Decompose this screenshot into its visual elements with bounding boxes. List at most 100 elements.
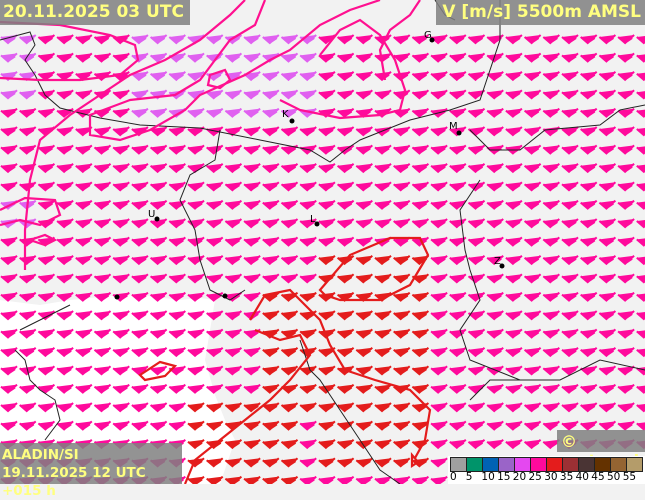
wind-barb (19, 420, 37, 431)
wind-barb (131, 199, 149, 210)
wind-barb (393, 475, 411, 484)
wind-barb (187, 420, 205, 431)
wind-barb (149, 144, 168, 155)
wind-barb (112, 199, 130, 210)
wind-barb (131, 236, 149, 247)
wind-barb (411, 420, 430, 431)
wind-barb (206, 273, 224, 284)
wind-barb (636, 238, 645, 247)
legend-swatch (530, 457, 547, 472)
wind-barb (374, 347, 392, 358)
wind-barb (580, 181, 598, 192)
legend-swatch (482, 457, 499, 472)
wind-barb (243, 218, 261, 229)
wind-barb (187, 107, 205, 118)
wind-barb (243, 383, 261, 394)
wind-barb (336, 52, 355, 63)
wind-barb (243, 273, 261, 284)
wind-barb (131, 34, 149, 45)
wind-barb (580, 291, 598, 302)
wind-barb (636, 91, 645, 100)
wind-barb (393, 402, 411, 413)
wind-barb (411, 218, 430, 229)
wind-barb (262, 34, 280, 45)
wind-barb (149, 273, 168, 284)
wind-barb (411, 365, 430, 376)
wind-barb (0, 89, 18, 100)
wind-barb (561, 52, 579, 63)
wind-barb (318, 255, 336, 266)
wind-barb (542, 255, 560, 266)
wind-barb (393, 310, 411, 321)
wind-barb (467, 181, 486, 192)
wind-barb (243, 365, 261, 376)
wind-barb (280, 273, 299, 284)
wind-barb (0, 347, 18, 358)
wind-barb (636, 422, 645, 431)
wind-barb (206, 365, 224, 376)
wind-barb (449, 328, 467, 339)
wind-barb (0, 255, 18, 266)
wind-barb (542, 347, 560, 358)
svg-text:M: M (449, 121, 458, 132)
wind-barb (206, 383, 224, 394)
wind-barb (56, 144, 74, 155)
wind-barb (75, 273, 93, 284)
wind-barb (243, 199, 261, 210)
wind-barb (449, 291, 467, 302)
wind-barb (449, 163, 467, 174)
wind-barb (636, 109, 645, 118)
wind-barb (318, 420, 336, 431)
wind-barb (187, 199, 205, 210)
wind-barb (580, 347, 598, 358)
wind-barb (355, 126, 373, 137)
wind-barb (336, 34, 355, 45)
wind-barb (430, 199, 448, 210)
wind-barb (505, 291, 523, 302)
wind-barb (224, 126, 243, 137)
wind-barb (299, 163, 317, 174)
wind-barb (467, 71, 486, 82)
wind-barb (149, 126, 168, 137)
wind-barb (131, 383, 149, 394)
wind-barb (19, 291, 37, 302)
wind-barb (149, 52, 168, 63)
wind-barb (467, 255, 486, 266)
wind-barb (542, 199, 560, 210)
wind-barb (411, 475, 430, 484)
wind-barb (598, 126, 617, 137)
wind-barb (430, 89, 448, 100)
wind-barb (617, 89, 635, 100)
wind-barb (206, 475, 224, 484)
isotach-contours (0, 0, 432, 484)
wind-barb (168, 144, 186, 155)
wind-barb (262, 347, 280, 358)
wind-barb (355, 439, 373, 450)
svg-text:L: L (310, 214, 316, 225)
wind-barb (187, 328, 205, 339)
wind-barb (112, 402, 130, 413)
city-u: U (148, 209, 160, 222)
wind-barb (0, 383, 18, 394)
wind-barb (636, 72, 645, 82)
wind-barb (542, 273, 560, 284)
wind-barb (430, 218, 448, 229)
wind-barb (0, 107, 18, 118)
wind-barb (0, 273, 18, 284)
wind-barb (75, 163, 93, 174)
wind-barb (262, 71, 280, 82)
wind-barb (561, 291, 579, 302)
wind-barb (112, 347, 130, 358)
wind-barb (56, 273, 74, 284)
wind-barb (187, 126, 205, 137)
wind-barb (523, 34, 542, 45)
wind-barb (561, 310, 579, 321)
wind-barb (505, 52, 523, 63)
wind-barb (636, 54, 645, 63)
wind-barb (467, 347, 486, 358)
wind-barb (617, 236, 635, 247)
wind-barb (112, 273, 130, 284)
wind-barb (262, 199, 280, 210)
wind-barb (561, 163, 579, 174)
wind-barb (505, 199, 523, 210)
